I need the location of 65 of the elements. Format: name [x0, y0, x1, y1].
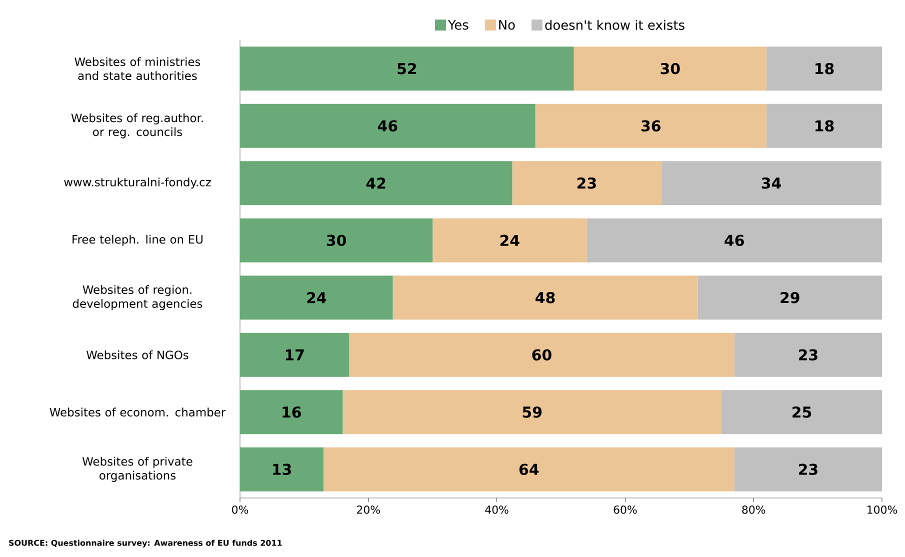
- bar: [240, 46, 574, 91]
- y-tick-label: www.strukturalni-fondy.cz: [64, 178, 211, 189]
- bar: [240, 447, 324, 492]
- x-tick-label: 40%: [485, 506, 508, 514]
- data-label: 24: [307, 292, 326, 304]
- bar: [240, 276, 393, 320]
- legend-label: Yes: [448, 20, 468, 30]
- data-label: 34: [762, 177, 781, 189]
- bar: [240, 332, 350, 377]
- data-label: 29: [780, 292, 800, 304]
- data-label: 42: [366, 178, 386, 189]
- data-label: 24: [500, 234, 520, 246]
- x-tick-label: 80%: [742, 506, 766, 514]
- data-label: 46: [378, 120, 398, 132]
- data-label: 30: [326, 234, 346, 246]
- bar: [240, 161, 512, 206]
- data-label: 23: [798, 349, 818, 361]
- bar: [722, 390, 882, 434]
- bar: [574, 46, 766, 91]
- bar: [392, 276, 698, 320]
- data-label: 23: [798, 464, 818, 476]
- y-tick-label: Websites of private organisations: [82, 456, 192, 482]
- y-tick-label: Websites of reg.author. or reg. councils: [71, 113, 203, 138]
- x-tick-label: 0%: [232, 506, 248, 514]
- bar: [535, 104, 766, 148]
- bar: [240, 218, 433, 262]
- bar: [323, 447, 734, 492]
- bar: [586, 218, 882, 262]
- data-label: 18: [816, 120, 834, 132]
- data-label: 18: [816, 62, 834, 74]
- legend-label: doesn't know it exists: [545, 20, 684, 30]
- bar: [766, 46, 882, 91]
- data-label: 48: [536, 292, 555, 304]
- bar: [240, 390, 343, 434]
- bar: [698, 276, 882, 320]
- x-tick-label: 100%: [868, 506, 898, 514]
- bar: [240, 104, 536, 148]
- data-label: 30: [660, 62, 680, 74]
- data-label: 59: [522, 406, 542, 418]
- bar: [349, 332, 734, 377]
- y-tick-label: Websites of NGOs: [86, 350, 188, 360]
- y-tick-label: Free teleph. line on EU: [72, 234, 202, 246]
- data-label: 60: [532, 349, 552, 361]
- legend-label: No: [499, 20, 515, 30]
- y-tick-label: Websites of ministries and state authorities: [74, 57, 200, 80]
- y-tick-label: Websites of region. development agencies: [72, 285, 202, 310]
- bar: [512, 161, 662, 206]
- y-tick-label: Websites of econom. chamber: [50, 408, 226, 417]
- bar: [432, 218, 587, 262]
- data-label: 23: [577, 177, 596, 189]
- x-tick-label: 60%: [614, 506, 637, 514]
- x-tick-label: 20%: [357, 506, 380, 514]
- bar: [342, 390, 722, 434]
- bar: [766, 104, 882, 148]
- data-label: 25: [792, 406, 812, 418]
- data-label: 36: [641, 120, 660, 132]
- data-label: 17: [286, 349, 304, 360]
- data-label: 16: [282, 406, 301, 418]
- data-label: 46: [724, 234, 744, 246]
- bar: [734, 447, 882, 492]
- data-label: 52: [398, 62, 416, 74]
- data-label: 64: [519, 464, 539, 476]
- bar: [661, 161, 882, 206]
- data-label: 13: [273, 464, 291, 476]
- bar: [734, 332, 882, 377]
